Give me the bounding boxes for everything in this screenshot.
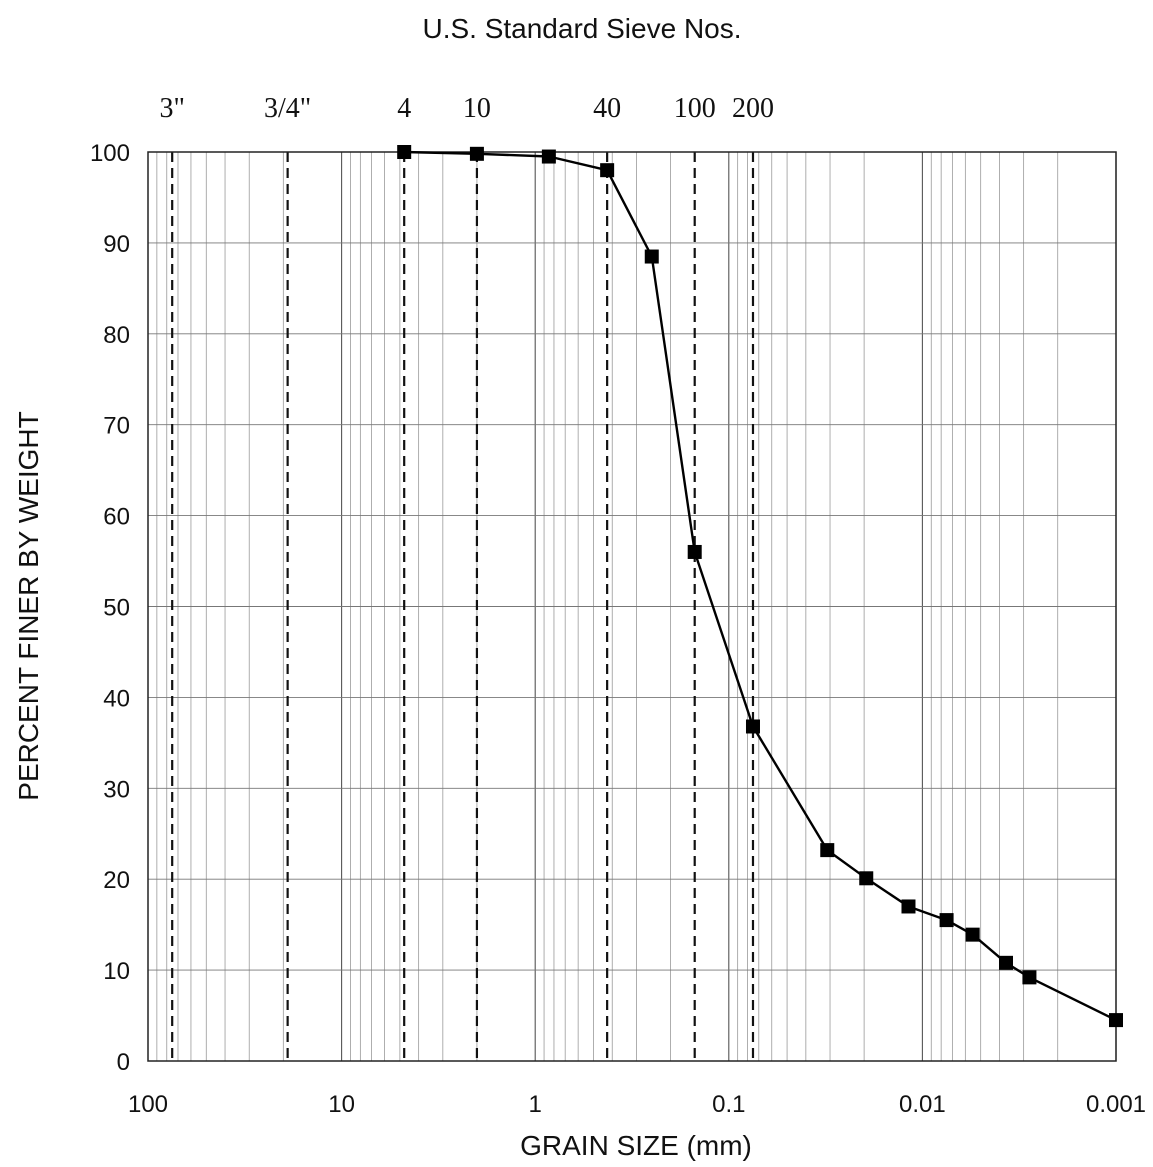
data-point [820, 843, 835, 858]
data-point [745, 719, 760, 734]
sieve-label: 10 [463, 93, 491, 124]
x-tick-label: 10 [328, 1091, 355, 1118]
x-tick-label: 1 [529, 1091, 542, 1118]
x-axis-label: GRAIN SIZE (mm) [520, 1130, 752, 1161]
y-tick-label: 10 [103, 958, 130, 985]
sieve-label: 4 [397, 93, 411, 124]
sieve-label: 40 [593, 93, 621, 124]
data-point [687, 544, 702, 559]
x-tick-label: 0.1 [712, 1091, 745, 1118]
sieve-label: 3" [159, 93, 184, 124]
data-point [541, 149, 556, 164]
data-point [901, 899, 916, 914]
x-tick-label: 0.01 [899, 1091, 946, 1118]
sieve-label: 3/4" [264, 93, 311, 124]
y-tick-labels: 0 10 20 30 40 50 60 70 80 90 100 [90, 140, 130, 1076]
y-tick-label: 30 [103, 776, 130, 803]
y-tick-label: 100 [90, 140, 130, 167]
data-point [600, 163, 615, 178]
data-point [939, 913, 954, 928]
series-line [404, 150, 1117, 1022]
data-point [644, 249, 659, 264]
y-tick-label: 50 [103, 595, 130, 622]
plot-grid [148, 151, 1117, 1062]
sieve-label: 200 [732, 93, 774, 124]
data-point [965, 927, 980, 942]
y-tick-label: 20 [103, 867, 130, 894]
data-series [397, 145, 1123, 1028]
data-point [469, 146, 484, 161]
sieve-lines [171, 152, 755, 1061]
y-tick-label: 40 [103, 685, 130, 712]
x-tick-label: 100 [128, 1091, 168, 1118]
x-tick-labels: 100 10 1 0.1 0.01 0.001 [128, 1091, 1146, 1118]
data-point [998, 955, 1013, 970]
data-point [397, 145, 412, 159]
y-tick-label: 90 [103, 231, 130, 258]
y-tick-label: 70 [103, 413, 130, 440]
sieve-label: 100 [674, 93, 716, 124]
y-tick-label: 0 [117, 1049, 130, 1076]
x-tick-label: 0.001 [1086, 1091, 1146, 1118]
y-tick-label: 80 [103, 322, 130, 349]
data-point [1109, 1013, 1123, 1028]
sieve-labels: 3" 3/4" 4 10 40 100 200 [159, 93, 774, 124]
data-point [859, 871, 874, 886]
y-axis-label: PERCENT FINER BY WEIGHT [13, 411, 44, 800]
chart-title: U.S. Standard Sieve Nos. [422, 13, 741, 44]
y-tick-label: 60 [103, 504, 130, 531]
data-point [1022, 970, 1037, 985]
plot-frame [147, 151, 1117, 1062]
